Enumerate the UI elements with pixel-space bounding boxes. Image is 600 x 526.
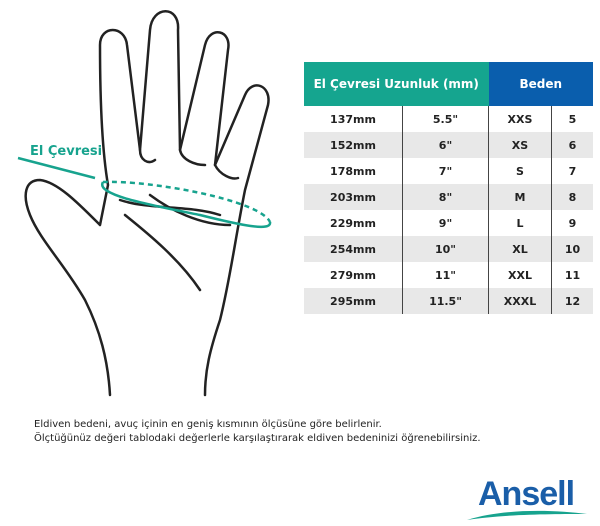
cell-inch: 5.5" xyxy=(432,112,459,126)
table-row: 279mm 11" XXL 11 xyxy=(304,262,593,288)
header-size: Beden xyxy=(488,62,593,106)
instruction-note: Eldiven bedeni, avuç içinin en geniş kıs… xyxy=(34,418,481,446)
table-row: 178mm 7" S 7 xyxy=(304,158,593,184)
cell-number: 6 xyxy=(551,132,593,158)
cell-inch: 6" xyxy=(402,132,489,158)
cell-inch: 8" xyxy=(402,184,489,210)
cell-inch: 11" xyxy=(434,268,457,282)
cell-size: XXL xyxy=(488,262,552,288)
table-row: 137mm 5.5" XXS 5 xyxy=(304,106,593,132)
cell-size: XXXL xyxy=(488,288,552,314)
cell-size: L xyxy=(488,210,552,236)
cell-mm: 152mm xyxy=(304,132,403,158)
cell-number: 12 xyxy=(551,288,593,314)
table-row: 152mm 6" XS 6 xyxy=(304,132,593,158)
cell-inch: 9" xyxy=(438,216,453,230)
cell-mm: 254mm xyxy=(304,236,403,262)
note-line: Eldiven bedeni, avuç içinin en geniş kıs… xyxy=(34,419,382,430)
cell-mm: 229mm xyxy=(304,210,403,236)
cell-inch: 11.5" xyxy=(402,288,489,314)
header-measure: El Çevresi Uzunluk (mm) xyxy=(304,62,489,106)
cell-inch: 7" xyxy=(438,164,453,178)
cell-inch: 10" xyxy=(402,236,489,262)
cell-mm: 203mm xyxy=(304,184,403,210)
logo-swoosh xyxy=(467,510,587,520)
table-row: 254mm 10" XL 10 xyxy=(304,236,593,262)
ansell-logo: Ansell xyxy=(478,475,575,513)
hand-illustration xyxy=(17,10,272,397)
cell-number: 5 xyxy=(568,112,577,126)
table-row: 295mm 11.5" XXXL 12 xyxy=(304,288,593,314)
cell-mm: 279mm xyxy=(304,262,403,288)
table-row: 229mm 9" L 9 xyxy=(304,210,593,236)
table-row: 203mm 8" M 8 xyxy=(304,184,593,210)
cell-mm: 295mm xyxy=(304,288,403,314)
cell-size: XS xyxy=(488,132,552,158)
cell-size: M xyxy=(488,184,552,210)
cell-mm: 137mm xyxy=(304,106,403,132)
note-line: Ölçtüğünüz değeri tablodaki değerlerle k… xyxy=(34,433,481,444)
cell-number: 11 xyxy=(564,268,581,282)
cell-mm: 178mm xyxy=(304,158,403,184)
hand-circumference-label: El Çevresi xyxy=(30,144,103,159)
cell-size: S xyxy=(488,158,552,184)
cell-number: 8 xyxy=(551,184,593,210)
cell-size: XXS xyxy=(488,106,552,132)
cell-number: 10 xyxy=(551,236,593,262)
size-table: El Çevresi Uzunluk (mm) Beden 137mm 5.5" X… xyxy=(304,62,593,314)
cell-size: XL xyxy=(488,236,552,262)
cell-number: 7 xyxy=(568,164,577,178)
cell-number: 9 xyxy=(568,216,577,230)
